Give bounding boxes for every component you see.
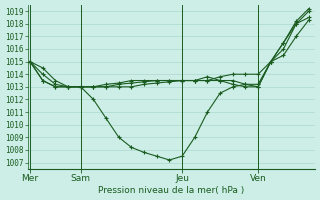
X-axis label: Pression niveau de la mer( hPa ): Pression niveau de la mer( hPa ) xyxy=(98,186,244,195)
